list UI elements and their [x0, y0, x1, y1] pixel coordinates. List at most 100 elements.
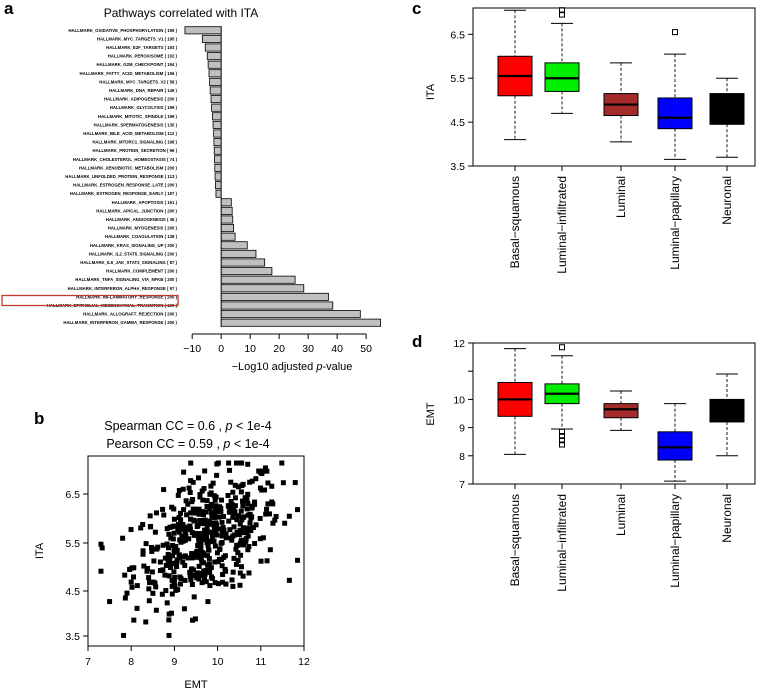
panel-a-title: Pathways correlated with ITA	[104, 6, 259, 20]
scatter-point	[222, 566, 228, 572]
scatter-point	[266, 511, 272, 517]
scatter-point	[209, 534, 215, 540]
pathway-label: HALLMARK_UNFOLDED_PROTEIN_RESPONSE ( 113…	[65, 174, 177, 179]
panel-c-boxes	[497, 7, 745, 160]
scatter-point	[147, 513, 153, 519]
pathway-bar	[214, 172, 222, 181]
pathway-bar	[210, 95, 222, 104]
scatter-point	[230, 569, 236, 575]
scatter-point	[257, 515, 263, 521]
scatter-point	[240, 573, 246, 579]
scatter-point	[163, 562, 169, 568]
scatter-point	[169, 591, 175, 597]
category-label: Neuronal	[720, 176, 734, 225]
x-tick-label: 9	[171, 656, 177, 668]
scatter-point	[228, 479, 234, 485]
panel-a-pathway-labels: HALLMARK_OXIDATIVE_PHOSPHORYLATION ( 199…	[47, 28, 178, 325]
scatter-point	[183, 498, 189, 504]
scatter-point	[228, 535, 234, 541]
scatter-point	[143, 541, 149, 547]
panel-c-axes: Basal−squamous Luminal−infiltrated Luminal…	[450, 29, 734, 273]
scatter-point	[240, 515, 246, 521]
category-label: Luminal−papillary	[668, 494, 682, 588]
scatter-point	[166, 531, 172, 537]
scatter-point	[151, 558, 157, 564]
scatter-point	[166, 617, 172, 623]
pathway-bar	[220, 224, 235, 233]
pathway-bar	[212, 112, 222, 121]
pathway-bar	[214, 181, 222, 190]
scatter-point	[245, 533, 251, 539]
box-outlier	[559, 428, 565, 435]
scatter-point	[163, 588, 169, 594]
scatter-point	[121, 632, 127, 638]
scatter-point	[249, 478, 255, 484]
scatter-point	[279, 460, 285, 466]
scatter-point	[170, 553, 176, 559]
scatter-point	[182, 562, 188, 568]
scatter-point	[144, 568, 150, 574]
panel-c-plot-frame	[472, 7, 756, 167]
scatter-point	[188, 574, 194, 580]
scatter-point	[151, 579, 157, 585]
scatter-point	[216, 526, 222, 532]
scatter-point	[257, 536, 263, 542]
scatter-point	[234, 542, 240, 548]
scatter-point	[204, 525, 210, 531]
category-label: Luminal−papillary	[668, 176, 682, 270]
scatter-point	[232, 495, 238, 501]
scatter-point	[201, 568, 207, 574]
scatter-point	[202, 527, 208, 533]
scatter-point	[107, 599, 113, 605]
scatter-point	[178, 539, 184, 545]
scatter-point	[240, 503, 246, 509]
pathway-label: HALLMARK_CHOLESTEROL_HOMEOSTASIS ( 74 )	[73, 157, 178, 162]
scatter-point	[174, 559, 180, 565]
scatter-point	[177, 555, 183, 561]
scatter-point	[242, 495, 248, 501]
scatter-point	[201, 576, 207, 582]
pathway-bar	[220, 267, 273, 276]
pathway-label: HALLMARK_APICAL_JUNCTION ( 200 )	[96, 208, 177, 213]
scatter-point	[203, 579, 209, 585]
scatter-point	[199, 521, 205, 527]
scatter-point	[237, 582, 243, 588]
scatter-point	[208, 502, 214, 508]
scatter-point	[217, 504, 223, 510]
scatter-point	[230, 514, 236, 520]
scatter-point	[167, 558, 173, 564]
scatter-point	[270, 501, 276, 507]
scatter-point	[186, 536, 192, 542]
scatter-point	[212, 543, 218, 549]
scatter-point	[264, 558, 270, 564]
scatter-point	[190, 496, 196, 502]
scatter-point	[286, 577, 292, 583]
scatter-point	[264, 506, 270, 512]
scatter-point	[178, 510, 184, 516]
scatter-point	[256, 468, 262, 474]
pathway-label: HALLMARK_DNA_REPAIR ( 149 )	[109, 88, 178, 93]
scatter-point	[273, 514, 279, 520]
box-body	[709, 93, 745, 125]
scatter-point	[171, 569, 177, 575]
scatter-point	[295, 507, 301, 513]
scatter-point	[247, 520, 253, 526]
scatter-point	[202, 571, 208, 577]
scatter-point	[160, 567, 166, 573]
pathway-label: HALLMARK_MYC_TARGETS_V2 ( 58 )	[99, 79, 177, 84]
pathway-label: HALLMARK_BILE_ACID_METABOLISM ( 112 )	[83, 131, 177, 136]
scatter-point	[141, 563, 147, 569]
scatter-point	[214, 472, 220, 478]
scatter-point	[207, 583, 213, 589]
y-tick-label: 6.5	[65, 489, 80, 501]
scatter-point	[241, 542, 247, 548]
scatter-point	[122, 595, 128, 601]
scatter-point	[184, 512, 190, 518]
panel-a-xlabel-suffix: -value	[322, 361, 352, 373]
category-label: Luminal	[614, 176, 628, 218]
scatter-point	[236, 532, 242, 538]
scatter-point	[99, 545, 105, 551]
scatter-point	[185, 555, 191, 561]
scatter-point	[246, 526, 252, 532]
scatter-point	[239, 538, 245, 544]
